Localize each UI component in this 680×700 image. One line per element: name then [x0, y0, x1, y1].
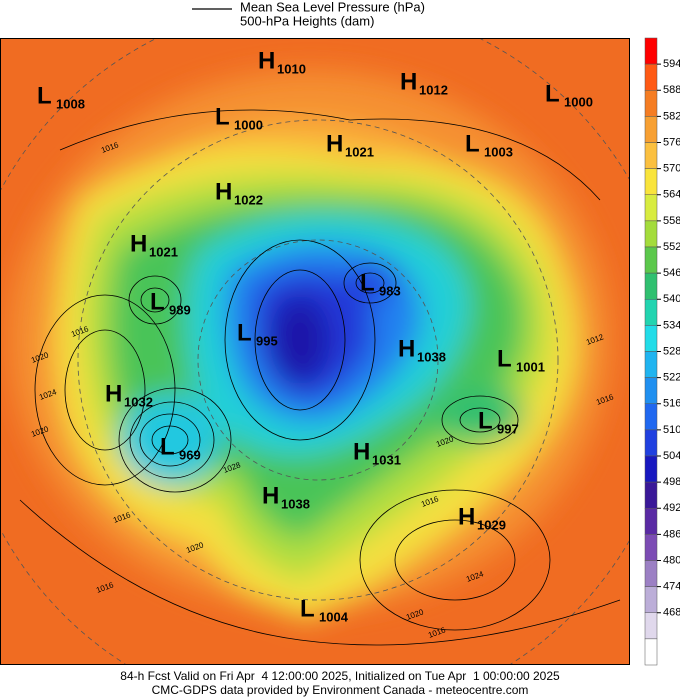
colorbar-tick-label: 594 — [663, 58, 680, 70]
pressure-center-value: 1000 — [564, 94, 593, 109]
colorbar-swatch — [644, 194, 658, 222]
colorbar-swatch — [644, 429, 658, 457]
pressure-center-type: H — [353, 438, 370, 465]
pressure-center-value: 1021 — [149, 244, 178, 259]
pressure-center-value: 1000 — [234, 117, 263, 132]
colorbar-swatch — [644, 116, 658, 143]
colorbar-tick-label: 570 — [663, 163, 680, 175]
colorbar-tick-label: 540 — [663, 293, 680, 305]
pressure-center-type: L — [300, 595, 315, 622]
colorbar-swatch — [644, 220, 658, 248]
pressure-center-type: L — [360, 269, 375, 296]
colorbar-tick-label: 528 — [663, 345, 680, 357]
colorbar-swatch — [644, 455, 658, 483]
colorbar-tick-label: 522 — [663, 372, 680, 384]
colorbar-tick-label: 558 — [663, 215, 680, 227]
colorbar-swatch — [644, 638, 658, 666]
colorbar-tick-label: 564 — [663, 189, 680, 201]
pressure-center-value: 1012 — [419, 82, 448, 97]
contours — [19, 109, 621, 646]
colorbar-tick-label: 516 — [663, 398, 680, 410]
colorbar-tick-label: 534 — [663, 319, 680, 331]
colorbar-swatch — [644, 299, 658, 326]
pressure-center-value: 997 — [497, 421, 519, 436]
colorbar-tick-label: 474 — [663, 581, 680, 593]
colorbar-swatch — [644, 168, 658, 195]
pressure-center-value: 1029 — [477, 517, 506, 532]
colorbar-swatch — [644, 403, 658, 431]
colorbar-swatch — [644, 481, 658, 509]
colorbar-tick-label: 492 — [663, 502, 680, 514]
colorbar-swatch — [644, 63, 658, 91]
pressure-center-value: 995 — [256, 333, 278, 348]
pressure-center-type: H — [398, 335, 415, 362]
colorbar-swatch — [644, 246, 658, 274]
colorbar-swatch — [644, 534, 658, 561]
pressure-center-type: H — [326, 130, 343, 157]
pressure-center-type: H — [215, 178, 232, 205]
colorbar-tick-label: 504 — [663, 450, 680, 462]
colorbar-swatch — [644, 37, 658, 65]
pressure-center-type: L — [237, 319, 252, 346]
pressure-center-value: 1031 — [372, 452, 401, 467]
pressure-center-value: 989 — [169, 302, 191, 317]
footer-text: 84-h Fcst Valid on Fri Apr 4 12:00:00 20… — [120, 669, 560, 683]
legend-text: 500-hPa Heights (dam) — [240, 13, 374, 28]
pressure-center-type: H — [400, 68, 417, 95]
colorbar-swatch — [644, 508, 658, 535]
pressure-center-type: L — [160, 433, 175, 460]
colorbar-tick-label: 552 — [663, 241, 680, 253]
legend-text: Mean Sea Level Pressure (hPa) — [240, 0, 425, 14]
pressure-center-value: 1038 — [417, 349, 446, 364]
footer-text: CMC-GDPS data provided by Environment Ca… — [152, 683, 529, 697]
colorbar-tick-label: 498 — [663, 476, 680, 488]
pressure-center-value: 1038 — [281, 496, 310, 511]
colorbar-tick-label: 510 — [663, 424, 680, 436]
pressure-center-value: 1003 — [484, 144, 513, 159]
colorbar-tick-label: 546 — [663, 267, 680, 279]
map-frame — [0, 38, 630, 665]
pressure-center-value: 983 — [379, 283, 401, 298]
pressure-center-type: L — [465, 130, 480, 157]
pressure-center-type: H — [258, 47, 275, 74]
pressure-center-type: H — [130, 230, 147, 257]
pressure-center-type: L — [215, 103, 230, 130]
colorbar-swatch — [644, 272, 658, 300]
pressure-center-type: L — [150, 288, 165, 315]
colorbar-swatch — [644, 560, 658, 587]
pressure-center-value: 1004 — [319, 609, 349, 624]
colorbar-tick-label: 582 — [663, 110, 680, 122]
colorbar-swatch — [644, 142, 658, 169]
colorbar-swatch — [644, 351, 658, 378]
colorbar-tick-label: 576 — [663, 136, 680, 148]
pressure-center-type: L — [478, 407, 493, 434]
colorbar-swatch — [644, 612, 658, 640]
pressure-center-type: L — [37, 82, 52, 109]
pressure-center-type: H — [105, 380, 122, 407]
colorbar-swatch — [644, 90, 658, 117]
pressure-center-value: 1032 — [124, 394, 153, 409]
pressure-center-type: H — [458, 503, 475, 530]
pressure-center-type: H — [262, 482, 279, 509]
colorbar-swatch — [644, 377, 658, 404]
colorbar-swatch — [644, 325, 658, 352]
colorbar-tick-label: 468 — [663, 607, 680, 619]
pressure-center-value: 1010 — [277, 61, 306, 76]
pressure-center-value: 1008 — [56, 96, 85, 111]
pressure-center-type: L — [497, 345, 512, 372]
pressure-center-value: 1022 — [234, 192, 263, 207]
pressure-center-value: 1021 — [345, 144, 374, 159]
colorbar-tick-label: 480 — [663, 554, 680, 566]
pressure-center-type: L — [545, 80, 560, 107]
pressure-center-value: 969 — [179, 447, 201, 462]
colorbar-swatch — [644, 586, 658, 613]
colorbar-tick-label: 486 — [663, 528, 680, 540]
colorbar-tick-label: 588 — [663, 84, 680, 96]
pressure-center-value: 1001 — [516, 359, 545, 374]
